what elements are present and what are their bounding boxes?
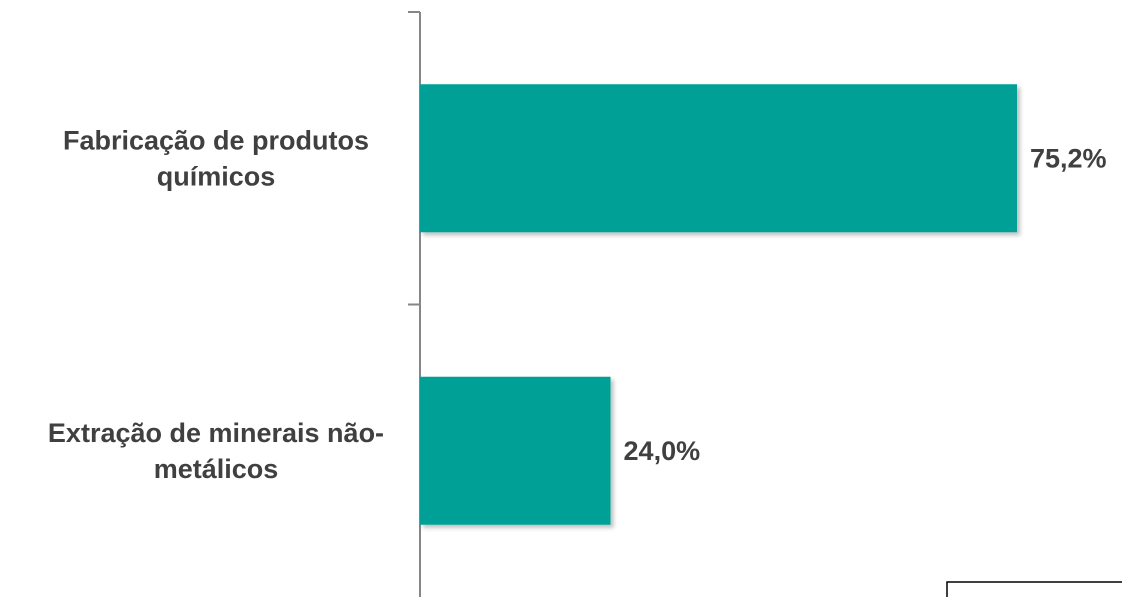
category-label: Extração de minerais não- [48,418,384,448]
category-label: metálicos [154,454,279,484]
y-axis [408,11,421,597]
data-label: 75,2% [1030,143,1107,173]
bar [420,376,611,525]
category-label: Fabricação de produtos [63,125,369,155]
data-label: 24,0% [624,436,701,466]
bar [420,84,1017,233]
category-label: químicos [157,161,276,191]
bars [420,84,1017,525]
legend-box [946,581,1122,597]
labels: 75,2% Fabricação de produtos químicos 24,0%… [48,125,1107,484]
